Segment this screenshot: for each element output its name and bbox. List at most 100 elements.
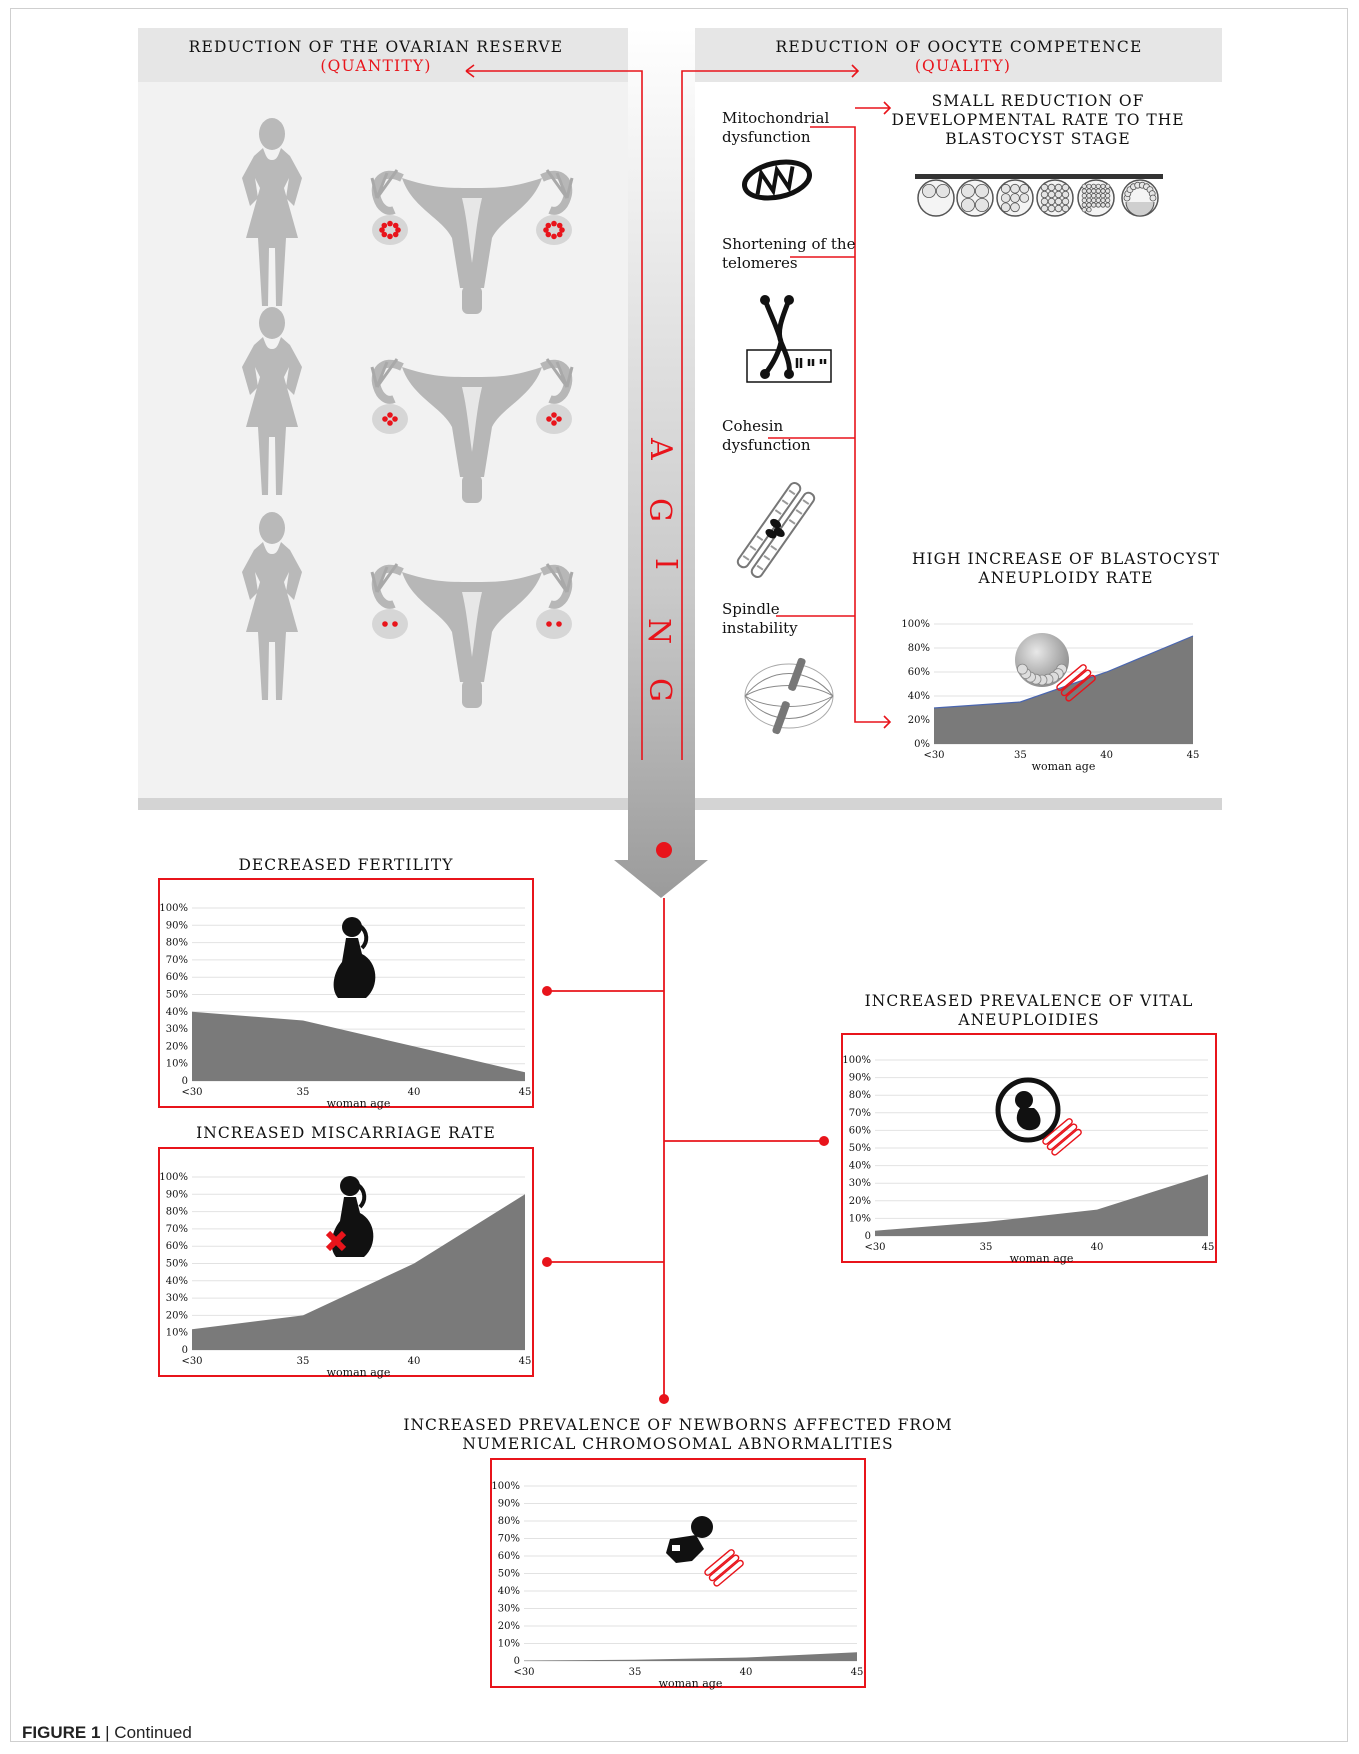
x-tick-label: 40: [740, 1667, 753, 1678]
y-tick-label: 20%: [908, 715, 930, 726]
embryo-cell: [1091, 202, 1097, 208]
blastocyst-cavity: [1125, 201, 1155, 217]
embryo-cell: [1081, 183, 1087, 189]
embryo-cell: [1019, 183, 1030, 194]
chart-title: INCREASED PREVALENCE OF VITAL ANEUPLOIDIE…: [865, 992, 1194, 1029]
y-tick-label: 50%: [166, 990, 188, 1001]
embryo-cell: [975, 183, 989, 198]
x-tick-label: 45: [851, 1667, 864, 1678]
aging-letter: G: [642, 498, 677, 522]
x-tick-label: 40: [1091, 1242, 1104, 1253]
embryo-cell: [1095, 193, 1101, 199]
embryo-development-strip: [915, 174, 1163, 217]
x-axis-label: woman age: [327, 1366, 391, 1379]
follicle-dot: [387, 412, 393, 418]
y-tick-label: 0: [182, 1076, 188, 1087]
y-tick-label: 100%: [491, 1481, 520, 1492]
follicle-dot: [543, 227, 549, 233]
trophectoderm-cell: [1016, 663, 1028, 675]
embryo-cell: [1091, 183, 1097, 189]
x-tick-label: <30: [864, 1242, 885, 1253]
chart-title-line: INCREASED PREVALENCE OF NEWBORNS AFFECTE…: [403, 1416, 952, 1434]
left-ovary: [372, 404, 408, 434]
connector-dots: [542, 842, 829, 1404]
y-tick-label: 30%: [166, 1024, 188, 1035]
y-tick-label: 20%: [498, 1621, 520, 1632]
ovary: [372, 404, 408, 434]
embryo-cell: [1040, 183, 1049, 192]
x-tick-label: 45: [1187, 750, 1200, 761]
blastocyst-aneuploidy-chart: 0% 20% 40% 60% 80% 100% <30 35 40 45 woman age: [901, 619, 1199, 773]
follicle-dot: [559, 227, 565, 233]
effect-2-title: HIGH INCREASE OF BLASTOCYST ANEUPLOIDY RA…: [912, 550, 1220, 587]
follicle-dot: [546, 416, 552, 422]
y-tick-label: 10%: [498, 1639, 520, 1650]
y-tick-label: 80%: [166, 1207, 188, 1218]
y-tick-label: 60%: [166, 1241, 188, 1252]
pregnant-woman-head: [340, 1176, 360, 1196]
y-tick-label: 60%: [849, 1125, 871, 1136]
cause-label-mitochondrial: Mitochondrial dysfunction: [722, 109, 829, 146]
chart-title-line: INCREASED MISCARRIAGE RATE: [196, 1124, 496, 1142]
embryo-cell: [1010, 202, 1020, 213]
embryo-cell: [975, 198, 989, 212]
follicle-dot: [551, 233, 557, 240]
telomere-chromosome-icon: [746, 295, 832, 383]
ovary: [536, 609, 572, 639]
y-tick-label: 50%: [166, 1259, 188, 1270]
y-tick-label: 40%: [166, 1007, 188, 1018]
embryo-cell: [1100, 193, 1106, 199]
follicle-dot: [379, 227, 385, 233]
y-tick-label: 70%: [849, 1108, 871, 1119]
pregnant-woman-body: [331, 1197, 374, 1257]
follicle-dot: [556, 222, 563, 229]
embryo-cell: [1000, 202, 1011, 213]
embryo-cell: [1040, 197, 1049, 206]
embryo-cell: [1081, 207, 1087, 213]
mitochondrion-icon: [742, 159, 812, 201]
embryo-cell: [1000, 183, 1011, 194]
embryo-cell: [1095, 188, 1101, 194]
embryo-cell: [1091, 188, 1097, 194]
embryo-cell: [1061, 190, 1070, 199]
embryo-stage-icon: [956, 179, 994, 217]
embryo-cell: [1010, 183, 1020, 194]
embryo-cell: [1010, 193, 1020, 203]
embryo-cell: [1086, 188, 1092, 194]
uterus-illustration: [372, 359, 572, 503]
embryo-cell: [1054, 204, 1063, 213]
follicle-dot: [382, 621, 388, 627]
strip-bar: [915, 174, 1163, 179]
y-tick-label: 0%: [914, 739, 930, 750]
x-tick-label: <30: [181, 1087, 202, 1098]
embryo-cell: [1000, 193, 1011, 203]
follicle-dot: [556, 416, 562, 422]
y-tick-label: 70%: [498, 1534, 520, 1545]
chart-title-line: ANEUPLOIDIES: [957, 1011, 1099, 1029]
embryo-cell: [960, 183, 975, 198]
follicle-dot: [381, 222, 388, 229]
decreased-fertility-chart: DECREASED FERTILITY 0 10% 20% 30% 40% 50% 60% 70…: [158, 856, 534, 1110]
ovary: [372, 609, 408, 639]
embryo-cell: [1040, 190, 1049, 199]
baby-body: [666, 1535, 704, 1563]
cause-label-telomeres: Shortening of the telomeres: [722, 235, 856, 272]
embryo-cell: [1086, 193, 1092, 199]
y-tick-label: 90%: [849, 1073, 871, 1084]
x-tick-label: 35: [629, 1667, 642, 1678]
x-axis-label: woman age: [1010, 1252, 1074, 1265]
spindle-icon: [744, 657, 834, 735]
miscarriage-rate-chart: INCREASED MISCARRIAGE RATE 0 10% 20% 30% 40% 5…: [158, 1124, 534, 1379]
y-tick-label: 100%: [901, 619, 930, 630]
embryo-stage-icon: [1036, 179, 1074, 217]
quality-subtitle: (QUALITY): [915, 57, 1011, 75]
follicle-dot: [381, 231, 388, 238]
x-tick-label: <30: [513, 1667, 534, 1678]
y-tick-label: 40%: [166, 1276, 188, 1287]
embryo-cell: [1061, 204, 1070, 213]
y-tick-label: 80%: [498, 1516, 520, 1527]
embryo-cell: [1091, 193, 1097, 199]
chart-title-line: NUMERICAL CHROMOSOMAL ABNORMALITIES: [462, 1435, 893, 1453]
follicle-dot: [545, 231, 552, 238]
right-ovary: [536, 404, 572, 434]
